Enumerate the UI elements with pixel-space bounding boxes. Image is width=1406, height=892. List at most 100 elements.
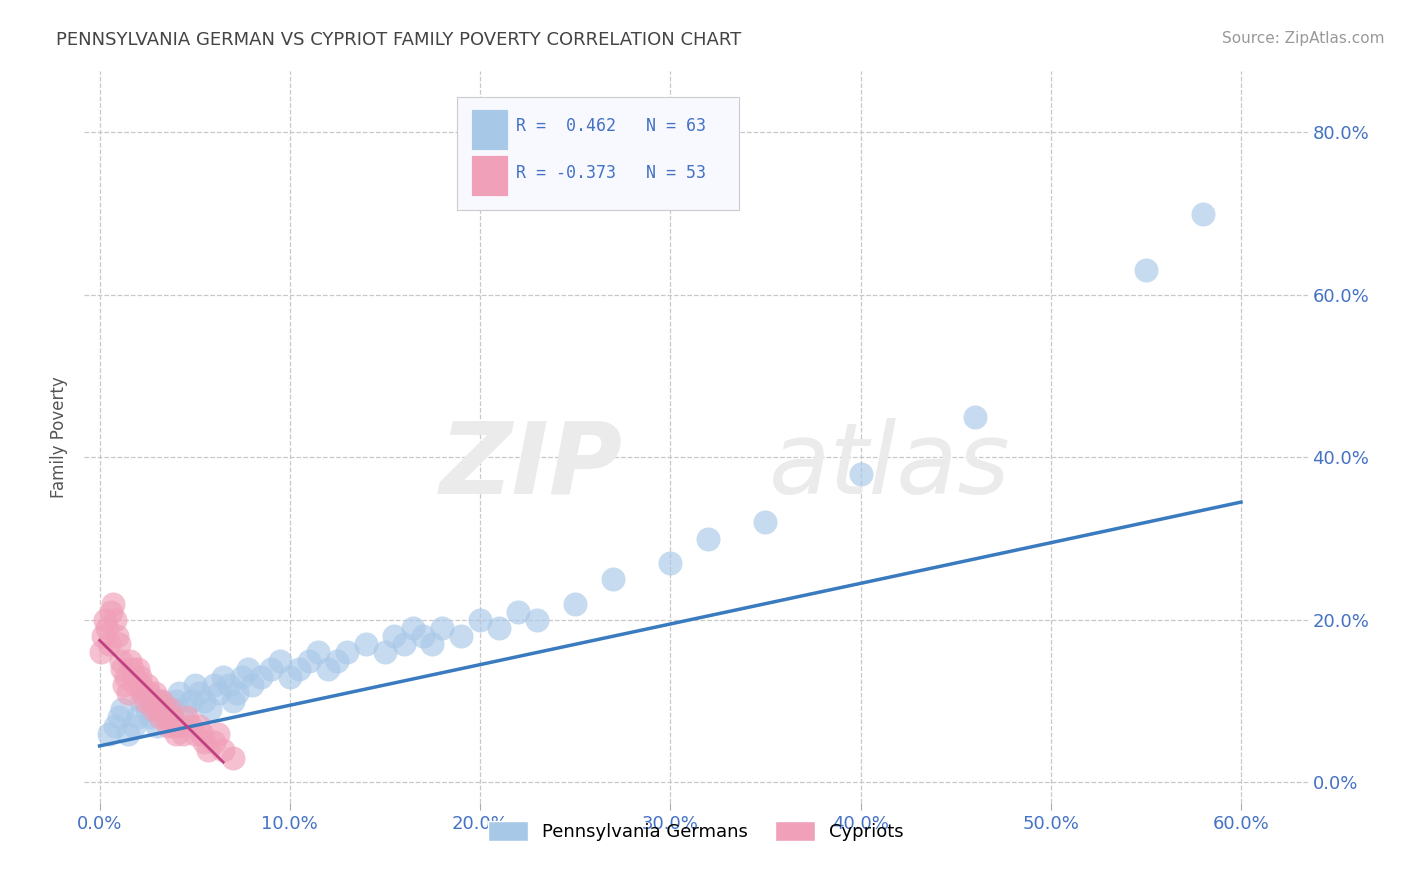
Point [127,662,149,676]
Point [354,637,377,651]
Point [697,532,720,546]
FancyBboxPatch shape [471,154,508,196]
Legend: Pennsylvania Germans, Cypriots: Pennsylvania Germans, Cypriots [481,814,911,848]
Point [134,694,156,708]
Point [121,662,143,676]
Point [160,710,183,724]
Point [240,678,263,692]
Point [153,702,176,716]
Point [316,662,339,676]
Point [131,678,153,692]
Point [138,686,160,700]
Point [101,597,124,611]
Point [98,637,121,651]
Point [145,694,167,708]
Point [172,727,194,741]
Point [307,645,329,659]
Point [111,662,134,676]
Point [136,678,159,692]
Point [202,678,225,692]
Point [193,735,215,749]
Point [506,605,529,619]
Point [107,637,129,651]
Point [222,751,245,765]
Text: PENNSYLVANIA GERMAN VS CYPRIOT FAMILY POVERTY CORRELATION CHART: PENNSYLVANIA GERMAN VS CYPRIOT FAMILY PO… [56,31,741,49]
Point [176,710,198,724]
Point [236,662,259,676]
Point [225,686,247,700]
Point [122,670,145,684]
Point [100,605,122,619]
Point [96,621,118,635]
Point [659,556,682,570]
Point [326,654,349,668]
Point [94,613,117,627]
Point [131,694,153,708]
Point [564,597,586,611]
Text: atlas: atlas [769,417,1011,515]
Point [93,629,115,643]
Point [187,686,209,700]
Point [1135,263,1157,277]
Point [392,637,415,651]
Point [269,654,291,668]
Point [288,662,311,676]
Point [159,702,181,716]
Point [218,678,240,692]
Point [450,629,472,643]
Point [90,645,112,659]
Point [150,694,173,708]
Point [202,735,225,749]
Point [110,654,132,668]
Point [139,710,162,724]
Point [260,662,283,676]
Point [197,743,219,757]
Point [198,702,221,716]
Point [107,710,129,724]
Point [430,621,453,635]
Point [132,686,155,700]
Point [402,621,425,635]
Point [115,670,138,684]
Point [191,727,214,741]
Point [488,621,510,635]
Point [142,702,165,716]
Text: Source: ZipAtlas.com: Source: ZipAtlas.com [1222,31,1385,46]
Point [112,678,135,692]
Point [128,670,150,684]
Point [1192,206,1215,220]
Point [468,613,491,627]
Point [163,718,186,732]
Point [278,670,301,684]
Point [139,694,162,708]
Y-axis label: Family Poverty: Family Poverty [51,376,69,498]
Point [336,645,359,659]
Point [412,629,434,643]
Point [422,637,444,651]
Text: R = -0.373   N = 53: R = -0.373 N = 53 [516,164,706,182]
Point [183,727,205,741]
Point [212,670,235,684]
Point [118,654,141,668]
Point [104,718,127,732]
Point [169,718,191,732]
Point [183,678,205,692]
Point [125,678,148,692]
Point [374,645,396,659]
Point [165,694,187,708]
Point [384,629,406,643]
Point [149,710,172,724]
Point [963,409,986,424]
Point [174,702,197,716]
Point [212,743,235,757]
Point [122,718,145,732]
Point [117,686,139,700]
Point [169,686,191,700]
Point [155,710,177,724]
Point [208,686,231,700]
Point [250,670,273,684]
Point [187,718,209,732]
Point [207,727,229,741]
Point [111,702,134,716]
FancyBboxPatch shape [457,97,738,211]
